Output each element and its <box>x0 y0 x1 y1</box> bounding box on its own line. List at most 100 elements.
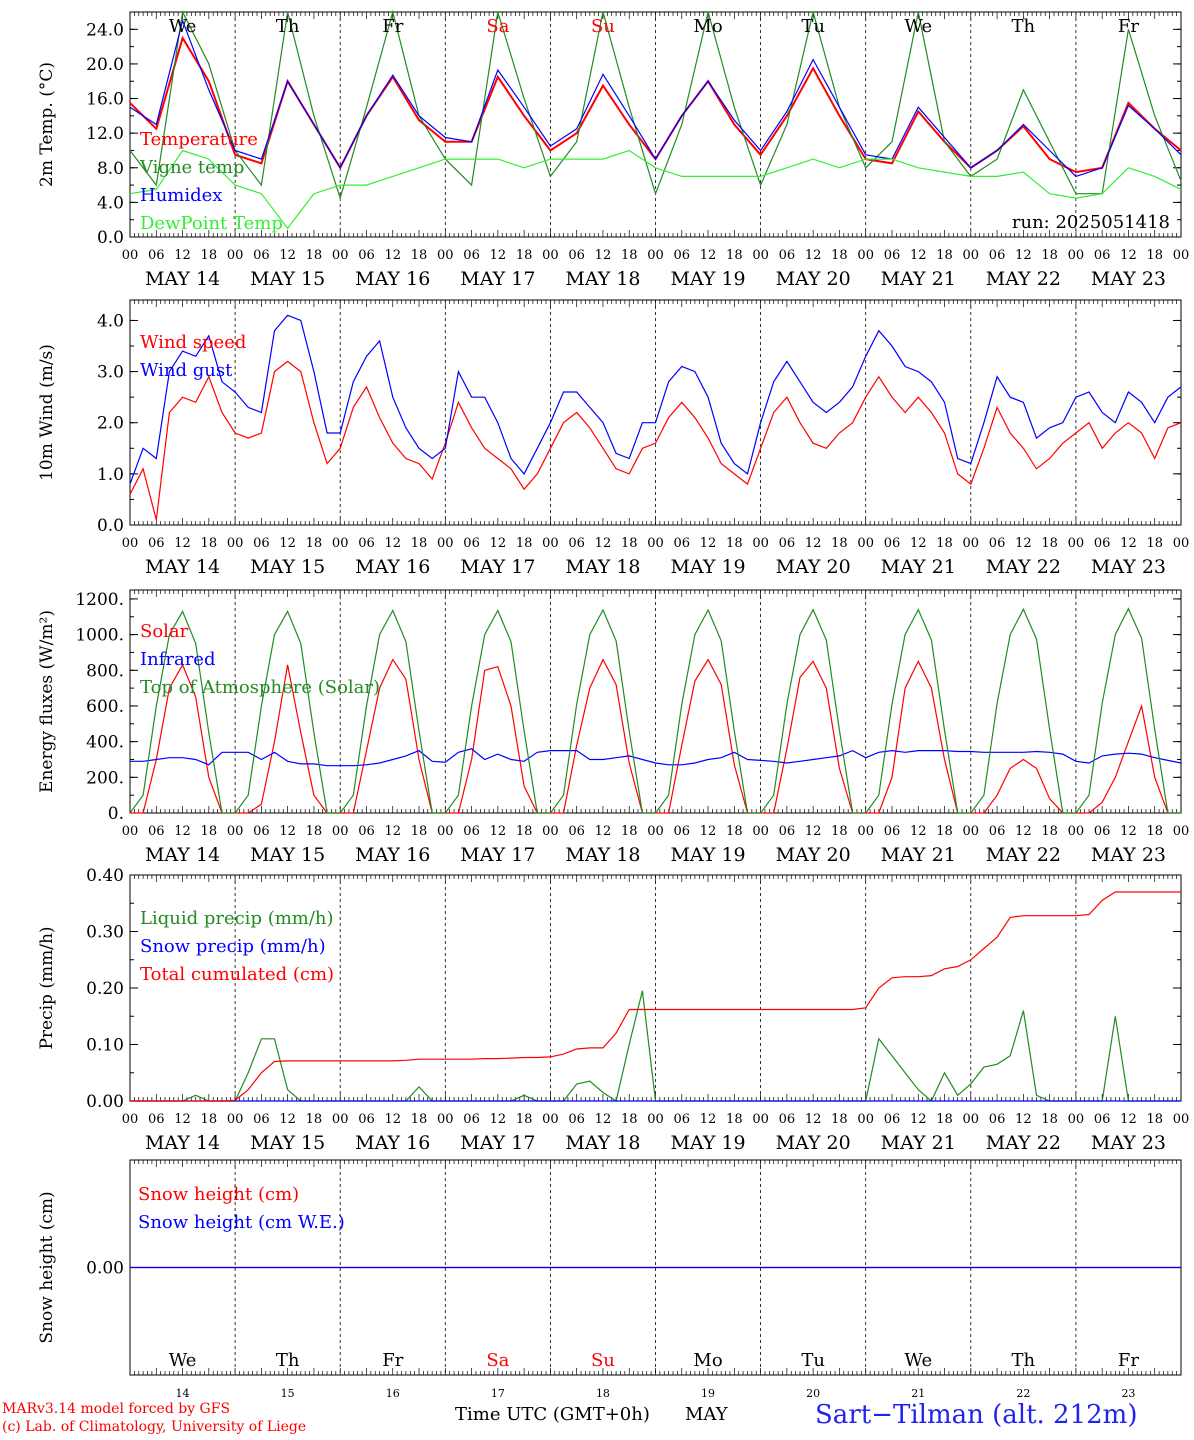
hour-label: 18 <box>936 536 953 551</box>
hour-label: 12 <box>174 824 191 839</box>
hour-label: 00 <box>752 1112 769 1127</box>
date-label: MAY 17 <box>460 556 535 578</box>
hour-label: 12 <box>1120 1112 1137 1127</box>
y-tick-label: 0.20 <box>86 979 124 999</box>
hour-label: 18 <box>1041 824 1058 839</box>
y-tick-label: 3.0 <box>97 363 124 383</box>
hour-label: 12 <box>910 536 927 551</box>
y-tick-label: 2.0 <box>97 414 124 434</box>
hour-label: 00 <box>1173 536 1190 551</box>
hour-label: 06 <box>1094 824 1111 839</box>
hour-label: 12 <box>700 1112 717 1127</box>
date-label: MAY 22 <box>986 844 1061 866</box>
day-name: Th <box>1012 16 1036 37</box>
hour-label: 06 <box>568 248 585 263</box>
hour-label: 00 <box>1068 1112 1085 1127</box>
legend-entry: Snow height (cm W.E.) <box>138 1212 345 1233</box>
hour-label: 18 <box>1146 824 1163 839</box>
hour-label: 06 <box>568 1112 585 1127</box>
hour-label: 12 <box>805 1112 822 1127</box>
hour-label: 00 <box>963 1112 980 1127</box>
legend-entry: Humidex <box>140 185 222 206</box>
hour-label: 00 <box>1173 824 1190 839</box>
hour-label: 00 <box>542 248 559 263</box>
lab-credit: (c) Lab. of Climatology, University of L… <box>2 1419 307 1435</box>
credits: MARv3.14 model forced by GFS (c) Lab. of… <box>2 1400 306 1436</box>
series-line <box>129 149 1182 230</box>
date-label: MAY 23 <box>1091 556 1166 578</box>
hour-label: 18 <box>1041 248 1058 263</box>
day-name: We <box>904 16 932 37</box>
hour-label: 12 <box>384 536 401 551</box>
hour-label: 12 <box>910 1112 927 1127</box>
series-line <box>129 360 1182 521</box>
hour-label: 00 <box>752 248 769 263</box>
hour-label: 18 <box>1041 536 1058 551</box>
date-label: MAY 23 <box>1091 1132 1166 1154</box>
hour-label: 18 <box>306 536 323 551</box>
hour-label: 18 <box>411 248 428 263</box>
hour-label: 06 <box>358 248 375 263</box>
hour-label: 00 <box>963 248 980 263</box>
date-label: MAY 20 <box>776 268 851 290</box>
date-label: MAY 19 <box>670 1132 745 1154</box>
hour-label: 18 <box>516 824 533 839</box>
hour-label: 18 <box>936 824 953 839</box>
hour-label: 18 <box>831 248 848 263</box>
hour-label: 12 <box>384 824 401 839</box>
hour-label: 00 <box>227 824 244 839</box>
panel-1: 0.0 4.0 8.0 12.0 16.0 20.0 24.0 2m Temp. (°C) Te… <box>37 9 1189 290</box>
hour-label: 00 <box>1068 248 1085 263</box>
site-label: Sart−Tilman (alt. 212m) <box>815 1400 1138 1430</box>
hour-label: 00 <box>437 536 454 551</box>
hour-label: 00 <box>332 824 349 839</box>
hour-label: 00 <box>857 248 874 263</box>
hour-label: 18 <box>411 824 428 839</box>
hour-label: 12 <box>279 1112 296 1127</box>
legend-entry: Wind speed <box>140 332 246 353</box>
hour-label: 06 <box>463 1112 480 1127</box>
y-tick-label: 16.0 <box>86 90 124 110</box>
model-credit: MARv3.14 model forced by GFS <box>2 1401 231 1417</box>
hour-label: 18 <box>726 824 743 839</box>
hour-label: 06 <box>884 248 901 263</box>
hour-label: 18 <box>1146 1112 1163 1127</box>
series-line <box>130 748 1182 767</box>
hour-label: 12 <box>1120 536 1137 551</box>
hour-label: 06 <box>253 824 270 839</box>
y-tick-label: 24.0 <box>86 20 124 40</box>
hour-label: 00 <box>332 1112 349 1127</box>
y-axis-label: Precip (mm/h) <box>37 926 57 1049</box>
hour-label: 12 <box>1015 536 1032 551</box>
hour-label: 06 <box>1094 536 1111 551</box>
hour-label: 18 <box>831 1112 848 1127</box>
day-number: 20 <box>806 1387 820 1400</box>
day-name: Tu <box>801 1350 825 1371</box>
hour-label: 12 <box>174 1112 191 1127</box>
hour-label: 06 <box>989 248 1006 263</box>
date-label: MAY 22 <box>986 268 1061 290</box>
y-tick-label: 0.30 <box>86 923 124 943</box>
hour-label: 12 <box>700 248 717 263</box>
date-label: MAY 18 <box>565 1132 640 1154</box>
date-label: MAY 22 <box>986 1132 1061 1154</box>
hour-label: 00 <box>647 536 664 551</box>
hour-label: 06 <box>779 536 796 551</box>
hour-label: 18 <box>411 1112 428 1127</box>
hour-label: 00 <box>122 1112 139 1127</box>
series-line <box>129 9 1182 201</box>
y-tick-label: 800. <box>86 661 124 681</box>
hour-label: 18 <box>831 824 848 839</box>
hour-label: 18 <box>936 1112 953 1127</box>
hour-label: 06 <box>253 536 270 551</box>
legend-entry: Liquid precip (mm/h) <box>140 908 334 929</box>
day-name: Mo <box>693 16 722 37</box>
hour-label: 18 <box>621 1112 638 1127</box>
hour-label: 18 <box>831 536 848 551</box>
date-label: MAY 20 <box>776 844 851 866</box>
date-label: MAY 19 <box>670 556 745 578</box>
hour-label: 00 <box>752 536 769 551</box>
legend-entry: DewPoint Temp <box>140 213 283 234</box>
series-line <box>129 18 1182 178</box>
hour-label: 18 <box>306 1112 323 1127</box>
